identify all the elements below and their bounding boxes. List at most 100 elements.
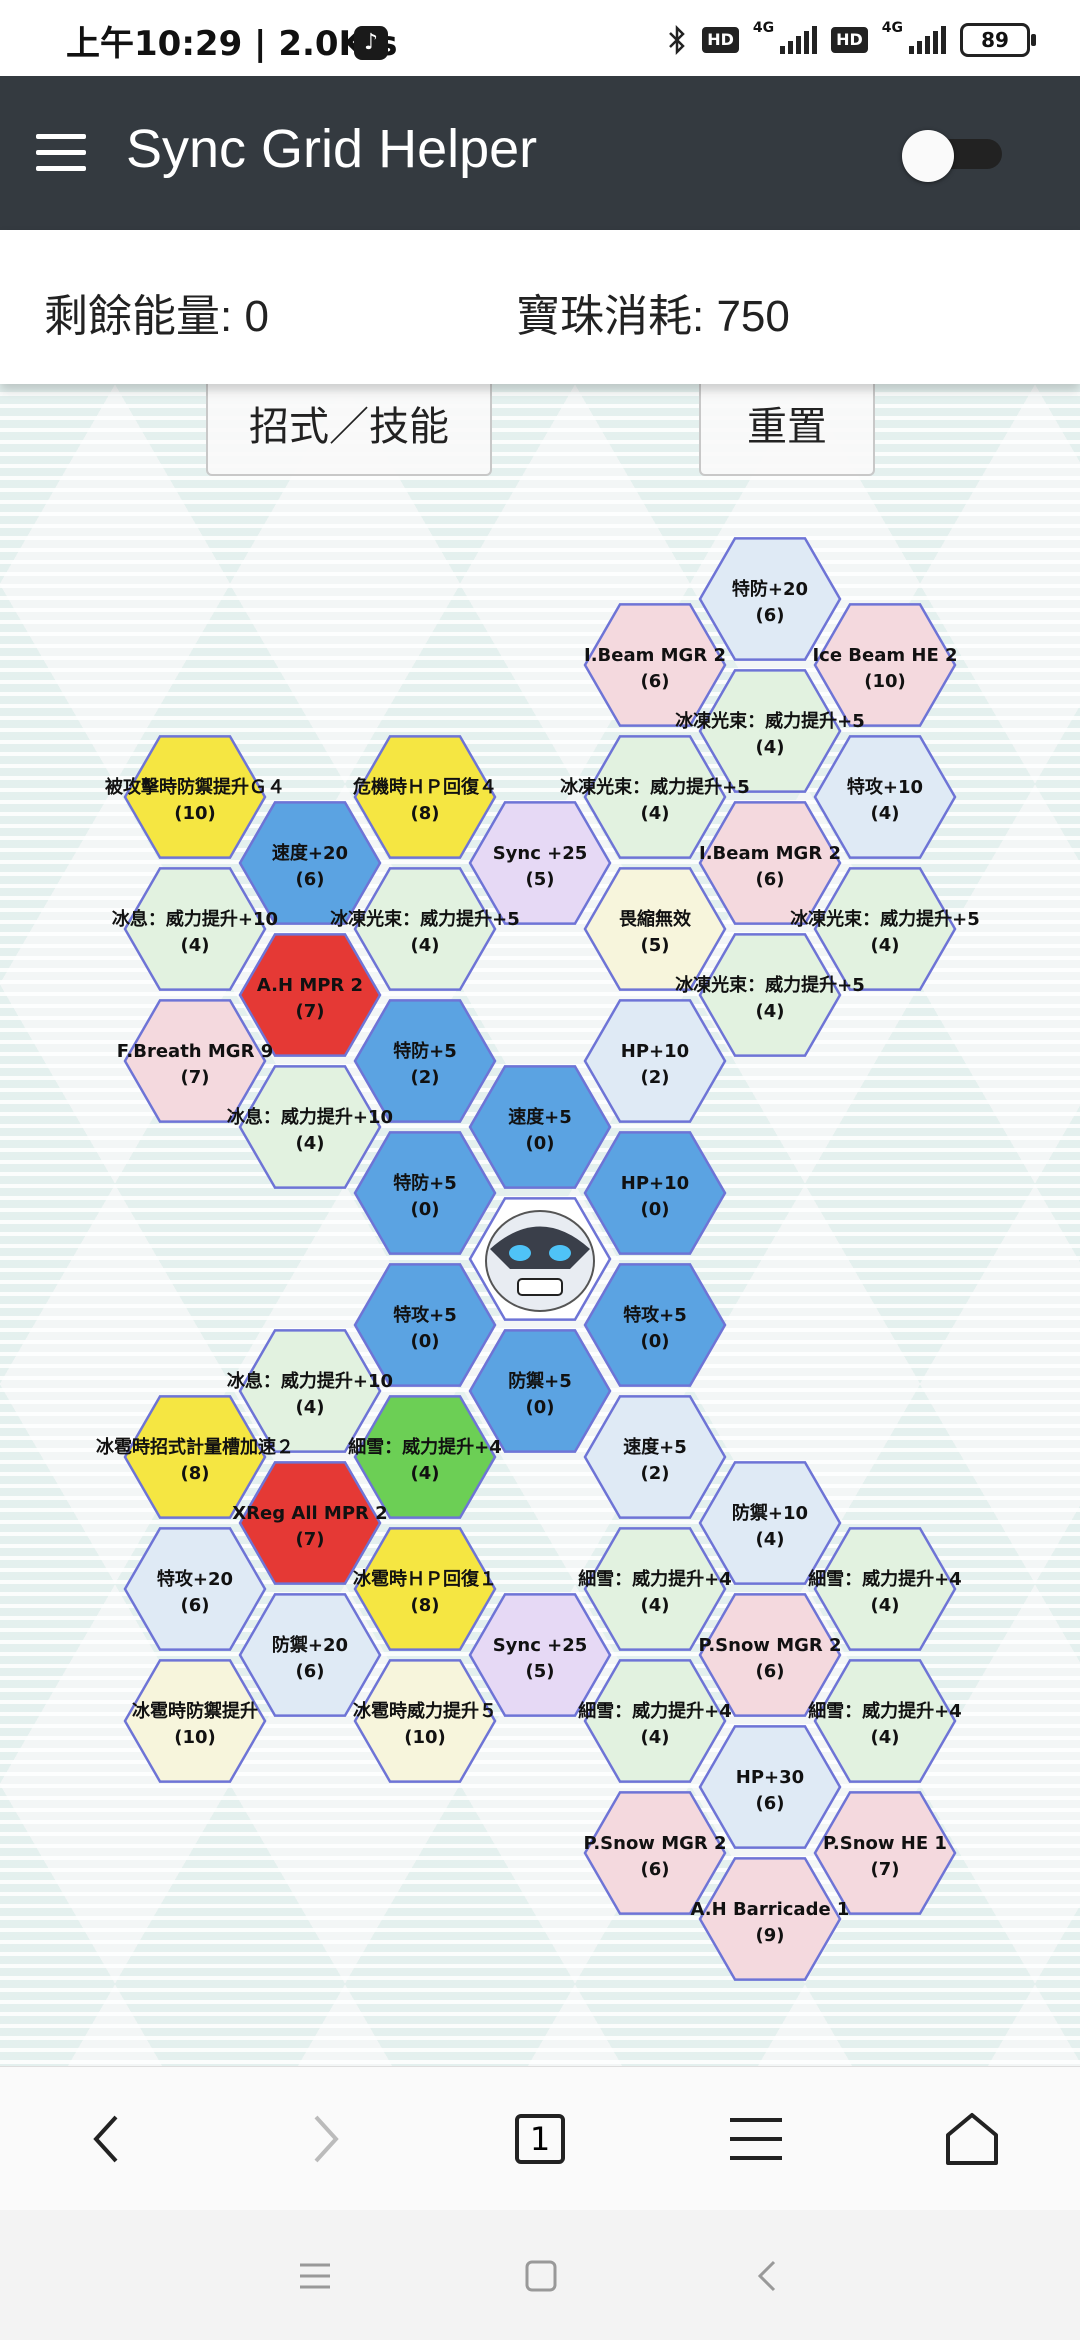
hex-cell-cost: (6) <box>296 869 325 890</box>
hex-cell[interactable]: 冰凍光束：威力提升+5 (4) <box>560 735 750 859</box>
hex-cell[interactable]: 特攻+20 (6) <box>123 1527 267 1651</box>
hex-cell-label: 細雪：威力提升+4 <box>578 1700 732 1722</box>
hex-cell[interactable]: 冰雹時ＨＰ回復１ (8) <box>353 1527 497 1651</box>
hex-cell[interactable]: P.Snow HE 1 (7) <box>813 1791 957 1915</box>
hex-cell-shape <box>813 1527 957 1651</box>
hex-cell-cost: (4) <box>296 1397 325 1418</box>
hex-cell[interactable]: HP+10 (0) <box>583 1131 727 1255</box>
hex-cell-shape <box>583 1263 727 1387</box>
hex-cell[interactable]: 冰凍光束：威力提升+5 (4) <box>675 933 865 1057</box>
hex-cell[interactable]: P.Snow MGR 2 (6) <box>698 1593 842 1717</box>
hex-cell[interactable]: 畏縮無效 (5) <box>583 867 727 991</box>
hex-cell-cost: (5) <box>526 869 555 890</box>
hex-cell-shape <box>468 1329 612 1453</box>
hd-badge-2: HD <box>831 27 868 53</box>
hex-cell[interactable]: 冰息：威力提升+10 (4) <box>227 1329 393 1453</box>
hex-cell[interactable]: Ice Beam HE 2 (10) <box>812 603 958 727</box>
hex-cell-shape <box>353 1263 497 1387</box>
browser-menu-icon[interactable] <box>716 2103 796 2175</box>
hex-cell[interactable]: XReg All MPR 2 (7) <box>232 1461 388 1585</box>
tab-count: 1 <box>529 2120 551 2158</box>
hex-cell[interactable]: Sync +25 (5) <box>468 1593 612 1717</box>
hex-cell[interactable]: 細雪：威力提升+4 (4) <box>578 1527 732 1651</box>
hex-cell[interactable]: F.Breath MGR 9 (7) <box>117 999 273 1123</box>
remaining-energy: 剩餘能量: 0 <box>44 292 269 341</box>
hex-cell[interactable]: 冰雹時威力提升５ (10) <box>353 1659 497 1783</box>
hex-cell-label: 冰雹時招式計量槽加速２ <box>96 1436 294 1458</box>
hex-cell-label: 特攻+10 <box>847 776 923 798</box>
hex-cell-shape <box>123 867 267 991</box>
hex-cell[interactable]: 特防+5 (2) <box>353 999 497 1123</box>
tabs-button[interactable]: 1 <box>500 2103 580 2175</box>
hex-cell[interactable]: P.Snow MGR 2 (6) <box>583 1791 727 1915</box>
hex-cell[interactable]: HP+30 (6) <box>698 1725 842 1849</box>
hex-cell[interactable]: 防禦+10 (4) <box>698 1461 842 1585</box>
hex-cell-shape <box>238 933 382 1057</box>
energy-info-panel: 剩餘能量: 0 寶珠消耗: 750 <box>0 230 1080 384</box>
hex-cell[interactable]: 細雪：威力提升+4 (4) <box>348 1395 502 1519</box>
hex-cell-cost: (4) <box>641 803 670 824</box>
hex-cell[interactable]: 細雪：威力提升+4 (4) <box>578 1659 732 1783</box>
hex-cell[interactable]: 冰雹時招式計量槽加速２ (8) <box>96 1395 294 1519</box>
hex-cell-shape <box>813 867 957 991</box>
hex-cell-shape <box>698 669 842 793</box>
hex-cell[interactable]: 細雪：威力提升+4 (4) <box>808 1659 962 1783</box>
hex-cell[interactable]: 冰雹時防禦提升 (10) <box>123 1659 267 1783</box>
portrait-mouth <box>517 1278 563 1296</box>
hex-cell[interactable]: 特攻+10 (4) <box>813 735 957 859</box>
hex-cell-cost: (2) <box>411 1067 440 1088</box>
hex-cell[interactable]: 防禦+20 (6) <box>238 1593 382 1717</box>
hex-cell[interactable]: 冰息：威力提升+10 (4) <box>112 867 278 991</box>
hex-cell[interactable]: A.H Barricade 1 (9) <box>691 1857 850 1981</box>
hex-cell-label: 細雪：威力提升+4 <box>808 1568 962 1590</box>
hex-cell-shape <box>813 1659 957 1783</box>
hex-cell[interactable]: 防禦+5 (0) <box>468 1329 612 1453</box>
menu-icon[interactable] <box>36 134 86 172</box>
hex-cell-cost: (4) <box>871 1595 900 1616</box>
back-icon[interactable] <box>66 2103 146 2175</box>
hex-cell-label: 特攻+5 <box>623 1304 687 1326</box>
hex-cell[interactable]: 被攻擊時防禦提升Ｇ４ (10) <box>105 735 285 859</box>
hex-cell[interactable]: Sync +25 (5) <box>468 801 612 925</box>
hex-cell-shape <box>123 1527 267 1651</box>
hex-cell[interactable]: A.H MPR 2 (7) <box>238 933 382 1057</box>
hex-cell-label: 冰雹時防禦提升 <box>132 1700 258 1722</box>
hex-cell-cost: (7) <box>871 1859 900 1880</box>
hex-cell[interactable]: 危機時ＨＰ回復４ (8) <box>352 735 497 859</box>
hex-cell[interactable]: 特防+5 (0) <box>353 1131 497 1255</box>
home-icon[interactable] <box>932 2103 1012 2175</box>
signal-icon-2 <box>909 26 946 54</box>
recents-icon[interactable] <box>290 2254 340 2298</box>
hex-cell-cost: (7) <box>296 1529 325 1550</box>
glastrier-sync-pair-portrait[interactable] <box>468 1197 612 1321</box>
hex-cell-label: 冰凍光束：威力提升+5 <box>675 974 865 996</box>
hex-cell[interactable]: 細雪：威力提升+4 (4) <box>808 1527 962 1651</box>
moves-skills-button[interactable]: 招式／技能 <box>206 384 492 476</box>
hex-cell-label: 細雪：威力提升+4 <box>348 1436 502 1458</box>
hex-cell[interactable]: 特攻+5 (0) <box>353 1263 497 1387</box>
hex-cell[interactable]: 冰凍光束：威力提升+5 (4) <box>790 867 980 991</box>
hex-cell-label: Sync +25 <box>493 843 588 864</box>
hex-cell[interactable]: I.Beam MGR 2 (6) <box>698 801 842 925</box>
hex-cell[interactable]: HP+10 (2) <box>583 999 727 1123</box>
forward-icon[interactable] <box>286 2103 366 2175</box>
hex-cell[interactable]: 特防+20 (6) <box>698 537 842 661</box>
home-square-icon[interactable] <box>516 2254 566 2298</box>
reset-button[interactable]: 重置 <box>699 384 875 476</box>
hex-cell[interactable]: 冰凍光束：威力提升+5 (4) <box>675 669 865 793</box>
hex-cell[interactable]: 速度+20 (6) <box>238 801 382 925</box>
hex-cell[interactable]: 冰凍光束：威力提升+5 (4) <box>330 867 520 991</box>
hex-cell[interactable]: 特攻+5 (0) <box>583 1263 727 1387</box>
hex-cell[interactable]: I.Beam MGR 2 (6) <box>583 603 727 727</box>
hex-cell[interactable]: 冰息：威力提升+10 (4) <box>227 1065 393 1189</box>
hex-cell[interactable]: 速度+5 (0) <box>468 1065 612 1189</box>
hex-cell-label: XReg All MPR 2 <box>232 1503 387 1524</box>
hex-cell-cost: (7) <box>296 1001 325 1022</box>
hex-cell-shape <box>353 1659 497 1783</box>
hex-cell-label: 防禦+20 <box>272 1634 348 1656</box>
mode-toggle[interactable] <box>902 130 1002 182</box>
hex-cell-label: 速度+5 <box>623 1436 687 1458</box>
back-triangle-icon[interactable] <box>742 2254 792 2298</box>
hex-cell-cost: (7) <box>181 1067 210 1088</box>
hex-cell[interactable]: 速度+5 (2) <box>583 1395 727 1519</box>
